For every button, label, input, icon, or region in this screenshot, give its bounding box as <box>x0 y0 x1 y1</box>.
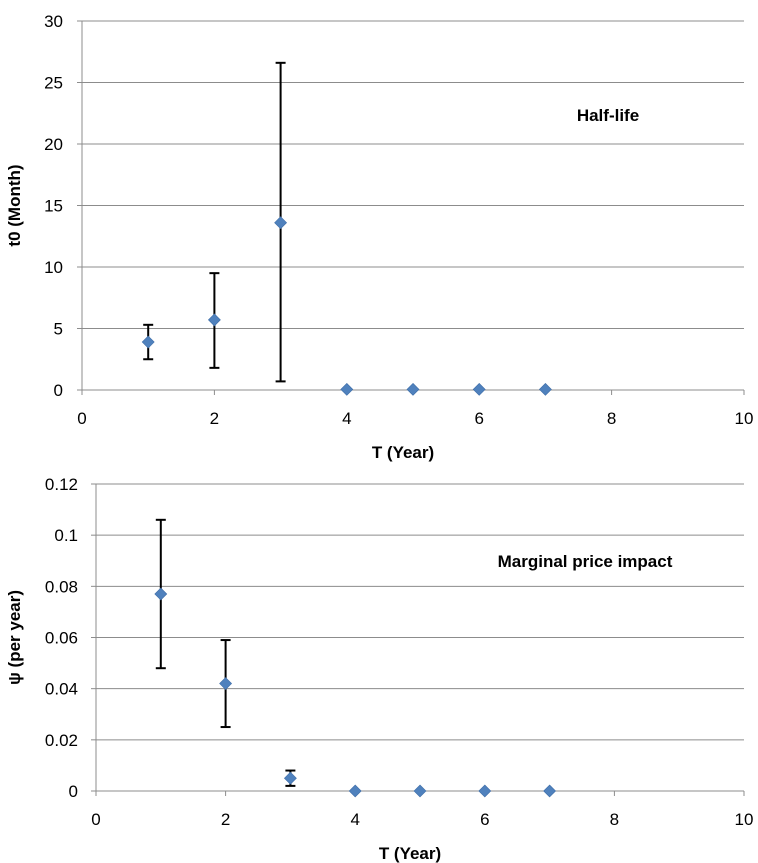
data-point-marker <box>538 382 552 396</box>
data-point-marker <box>207 313 221 327</box>
data-point-marker <box>274 216 288 230</box>
data-points <box>154 587 557 798</box>
data-point-marker <box>154 587 168 601</box>
data-point-marker <box>543 784 557 798</box>
y-tick-label: 10 <box>44 258 63 277</box>
error-bars <box>143 61 286 383</box>
y-tick-label: 0.04 <box>45 680 78 699</box>
x-axis-title: T (Year) <box>372 443 434 462</box>
x-tick-label: 8 <box>607 409 616 428</box>
x-tick-label: 6 <box>474 409 483 428</box>
y-tick-label: 5 <box>54 320 63 339</box>
axes <box>91 483 745 796</box>
half-life-chart: 0 5 10 15 20 25 30 0 2 4 6 8 10 T (Year) t0 (Month)… <box>5 12 753 462</box>
y-tick-label: 0.1 <box>54 526 78 545</box>
data-point-marker <box>340 382 354 396</box>
x-tick-label: 8 <box>610 810 619 829</box>
x-tick-labels: 0 2 4 6 8 10 <box>91 810 753 829</box>
x-tick-label: 2 <box>210 409 219 428</box>
x-tick-label: 0 <box>91 810 100 829</box>
annotation-label: Marginal price impact <box>498 552 673 571</box>
y-tick-label: 25 <box>44 74 63 93</box>
y-tick-label: 30 <box>44 12 63 31</box>
y-tick-labels: 0 5 10 15 20 25 30 <box>44 12 63 400</box>
x-tick-label: 10 <box>735 409 754 428</box>
y-tick-label: 20 <box>44 135 63 154</box>
gridlines <box>82 20 744 329</box>
data-point-marker <box>348 784 362 798</box>
y-axis-title: ψ (per year) <box>5 590 24 685</box>
x-tick-labels: 0 2 4 6 8 10 <box>77 409 753 428</box>
y-tick-label: 0.08 <box>45 577 78 596</box>
y-tick-label: 0.06 <box>45 629 78 648</box>
x-tick-label: 0 <box>77 409 86 428</box>
data-points <box>141 216 552 396</box>
data-point-marker <box>472 382 486 396</box>
gridlines <box>96 483 744 741</box>
marginal-price-impact-chart: 0 0.02 0.04 0.06 0.08 0.1 0.12 0 2 4 6 8 10 T (Year… <box>5 475 753 863</box>
x-tick-label: 10 <box>735 810 754 829</box>
y-axis-title: t0 (Month) <box>5 164 24 246</box>
annotation-label: Half-life <box>577 106 639 125</box>
x-tick-label: 4 <box>350 810 359 829</box>
y-tick-label: 0 <box>69 782 78 801</box>
y-tick-labels: 0 0.02 0.04 0.06 0.08 0.1 0.12 <box>45 475 78 801</box>
data-point-marker <box>406 382 420 396</box>
data-point-marker <box>283 771 297 785</box>
y-tick-label: 0 <box>54 381 63 400</box>
data-point-marker <box>141 335 155 349</box>
x-axis-title: T (Year) <box>379 844 441 863</box>
x-tick-label: 6 <box>480 810 489 829</box>
axes <box>77 20 745 395</box>
y-tick-label: 0.12 <box>45 475 78 494</box>
x-tick-label: 4 <box>342 409 351 428</box>
data-point-marker <box>413 784 427 798</box>
x-tick-label: 2 <box>221 810 230 829</box>
data-point-marker <box>219 677 233 690</box>
y-tick-label: 0.02 <box>45 731 78 750</box>
data-point-marker <box>478 784 492 798</box>
error-bars <box>155 518 296 787</box>
y-tick-label: 15 <box>44 197 63 216</box>
